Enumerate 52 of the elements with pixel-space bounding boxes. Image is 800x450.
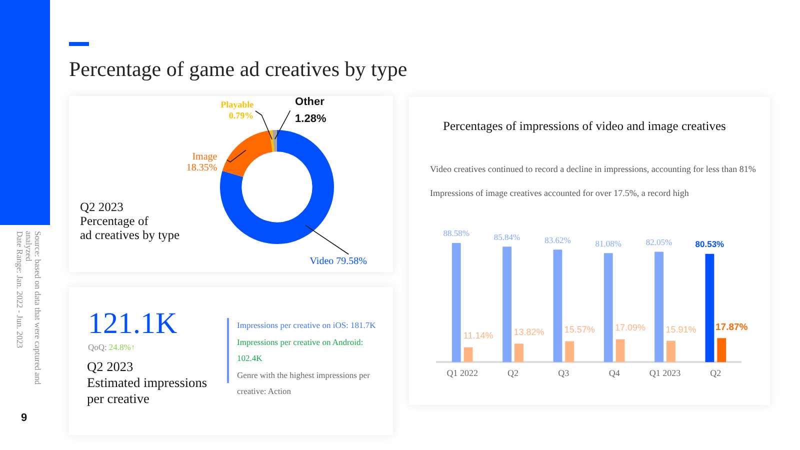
bar	[616, 339, 625, 362]
text: Date Range: Jan. 2022 - Jun. 2023	[15, 231, 25, 350]
data-label: 83.62%	[544, 234, 571, 245]
bar	[464, 347, 473, 362]
data-label: 15.91%	[666, 324, 696, 334]
x-tick-label: Q2	[710, 368, 722, 378]
bar	[502, 246, 512, 362]
data-label: 13.82%	[514, 327, 544, 338]
data-label: 88.58%	[443, 228, 470, 238]
text: 9	[21, 412, 28, 425]
text: Video creatives continued to record a decline in impressions, accounting for less than 81%	[430, 163, 756, 175]
source-note: Source: based on data that were captured and analyzed	[24, 231, 43, 387]
slice-label: Image	[192, 152, 218, 163]
data-label: 17.87%	[716, 322, 748, 333]
x-tick-label: Q1 2023	[649, 368, 682, 378]
text: 121.1K	[88, 307, 178, 340]
slice-label: Video 79.58%	[310, 256, 367, 267]
slice-label: Playable	[220, 99, 254, 110]
x-tick-label: Q4	[608, 368, 620, 378]
bar	[452, 243, 461, 362]
data-label: 82.05%	[646, 237, 672, 248]
data-label: 1.28%	[295, 112, 326, 125]
bar	[717, 338, 726, 362]
x-tick-label: Q1 2022	[446, 368, 478, 378]
text: Q2 2023 Percentage of ad creatives by type	[80, 200, 180, 242]
x-tick-label: Q3	[558, 368, 570, 378]
bar	[553, 250, 562, 362]
data-label: 80.53%	[695, 239, 725, 250]
data-label: 18.35%	[186, 162, 218, 174]
text: 24.8%↑	[108, 342, 136, 352]
data-label: 17.09%	[615, 322, 646, 333]
data-label: 0.79%	[228, 110, 254, 120]
slice-label: Other	[295, 96, 326, 108]
chart-title: Percentage of game ad creatives by type	[69, 57, 408, 81]
bar	[514, 344, 524, 362]
bar	[604, 253, 613, 362]
bar	[565, 341, 574, 362]
text: Genre with the highest impressions per creative: Action	[237, 368, 371, 398]
text: Q2 2023 Estimated impressions per creative	[87, 359, 208, 407]
x-tick-label: Q2	[508, 368, 518, 378]
data-label: 85.84%	[494, 232, 520, 242]
bar	[654, 252, 664, 362]
bar	[705, 254, 714, 362]
bar	[666, 340, 676, 362]
chart-title: Percentages of impressions of video and image creatives	[443, 118, 726, 134]
data-label: 81.08%	[595, 238, 622, 248]
text: Impressions per creative on Android: 102.4K	[237, 336, 364, 365]
text: Impressions per creative on iOS: 181.7K	[237, 319, 377, 332]
data-label: 15.57%	[564, 324, 595, 335]
text: QoQ:	[88, 342, 107, 352]
data-label: 11.14%	[463, 330, 494, 341]
text: Impressions of image creatives accounted for over 17.5%, a record high	[430, 187, 689, 199]
